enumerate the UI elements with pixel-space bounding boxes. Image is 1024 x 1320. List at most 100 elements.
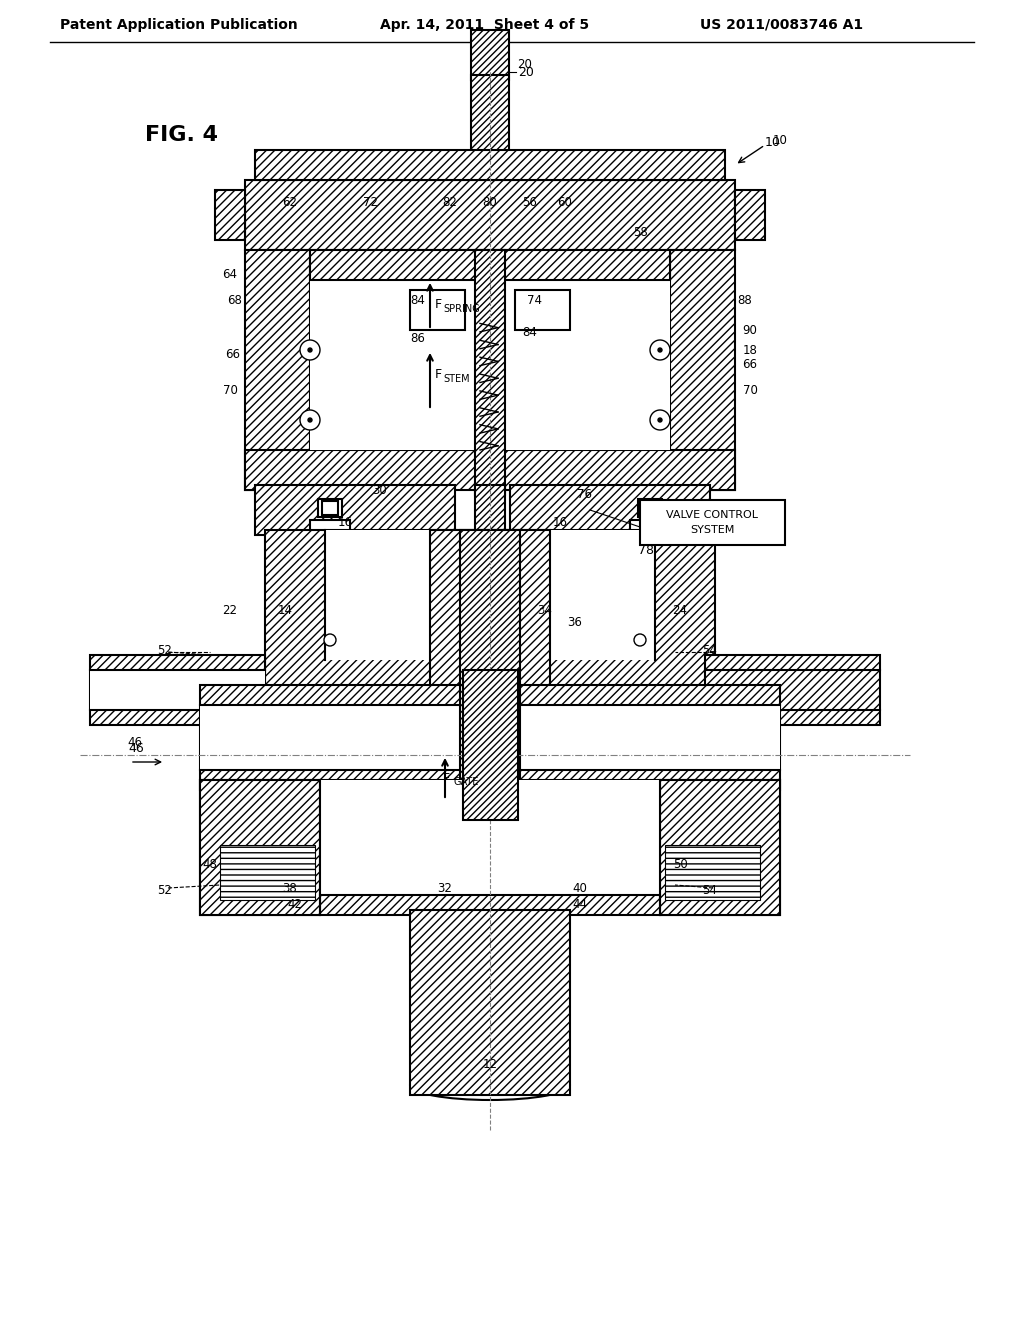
Text: 90: 90: [742, 323, 758, 337]
Bar: [220, 845, 315, 900]
Bar: [90, 655, 265, 725]
Text: Apr. 14, 2011  Sheet 4 of 5: Apr. 14, 2011 Sheet 4 of 5: [380, 18, 589, 32]
Text: SPRING: SPRING: [443, 304, 480, 314]
Bar: [215, 190, 245, 240]
Text: 10: 10: [772, 133, 787, 147]
Bar: [322, 502, 338, 515]
Bar: [515, 290, 570, 330]
Text: 52: 52: [158, 883, 172, 896]
Bar: [245, 450, 735, 490]
Text: 48: 48: [203, 858, 217, 871]
Text: 40: 40: [572, 882, 588, 895]
Bar: [642, 502, 658, 515]
Circle shape: [634, 634, 646, 645]
Text: 58: 58: [633, 226, 647, 239]
Bar: [460, 531, 520, 700]
Bar: [319, 780, 660, 895]
Text: 12: 12: [482, 1059, 498, 1072]
Text: 80: 80: [482, 195, 498, 209]
Text: 50: 50: [673, 858, 687, 871]
Bar: [665, 845, 760, 900]
Bar: [318, 499, 342, 517]
Text: 34: 34: [538, 603, 552, 616]
Text: 76: 76: [578, 488, 593, 502]
Bar: [265, 531, 715, 690]
Bar: [255, 484, 455, 535]
Text: 32: 32: [437, 882, 453, 895]
Text: 62: 62: [283, 195, 298, 209]
Text: 44: 44: [572, 899, 588, 912]
Circle shape: [658, 418, 662, 422]
Text: 84: 84: [522, 326, 538, 339]
Text: 20: 20: [517, 58, 532, 71]
Text: 60: 60: [557, 195, 572, 209]
Text: 66: 66: [742, 359, 758, 371]
Text: 84: 84: [411, 293, 425, 306]
Bar: [460, 685, 520, 789]
Bar: [200, 685, 780, 789]
Bar: [410, 290, 465, 330]
Bar: [638, 499, 662, 517]
Circle shape: [650, 411, 670, 430]
Text: F: F: [443, 771, 451, 784]
Bar: [510, 484, 710, 535]
Bar: [430, 531, 550, 690]
Bar: [471, 30, 509, 81]
Circle shape: [300, 341, 319, 360]
Text: 38: 38: [283, 882, 297, 895]
Text: 14: 14: [278, 603, 293, 616]
Bar: [475, 249, 505, 495]
Text: 74: 74: [527, 293, 543, 306]
Text: 88: 88: [737, 293, 753, 306]
Bar: [735, 190, 765, 240]
Bar: [255, 150, 725, 180]
Text: 66: 66: [225, 348, 241, 362]
Text: 16: 16: [338, 516, 352, 529]
Text: F: F: [435, 368, 442, 381]
Bar: [410, 290, 465, 330]
Text: 36: 36: [567, 616, 583, 630]
Circle shape: [650, 341, 670, 360]
Bar: [463, 671, 518, 820]
Bar: [310, 249, 670, 450]
Ellipse shape: [410, 1071, 570, 1100]
Text: 16: 16: [553, 516, 567, 529]
Bar: [325, 531, 655, 660]
Text: 46: 46: [128, 742, 143, 755]
Text: 24: 24: [673, 603, 687, 616]
Bar: [200, 780, 319, 915]
Text: 54: 54: [702, 883, 718, 896]
Text: 68: 68: [227, 293, 243, 306]
Text: 30: 30: [373, 483, 387, 496]
Text: US 2011/0083746 A1: US 2011/0083746 A1: [700, 18, 863, 32]
Bar: [705, 655, 880, 725]
Text: 82: 82: [442, 195, 458, 209]
Text: GATE: GATE: [453, 777, 478, 787]
Text: 10: 10: [765, 136, 781, 149]
Bar: [640, 500, 785, 545]
Bar: [310, 520, 350, 540]
Text: 52: 52: [158, 644, 172, 656]
Circle shape: [300, 411, 319, 430]
Bar: [475, 484, 505, 535]
Text: 78: 78: [638, 544, 654, 557]
Text: FIG. 4: FIG. 4: [145, 125, 218, 145]
Bar: [660, 780, 780, 915]
Text: 56: 56: [522, 195, 538, 209]
Bar: [471, 75, 509, 190]
Text: 20: 20: [518, 66, 534, 78]
Bar: [200, 705, 780, 770]
Text: 22: 22: [222, 603, 238, 616]
Bar: [245, 180, 735, 249]
Text: 46: 46: [128, 735, 142, 748]
Bar: [630, 520, 670, 540]
Text: 70: 70: [222, 384, 238, 396]
Text: Patent Application Publication: Patent Application Publication: [60, 18, 298, 32]
Circle shape: [308, 348, 312, 352]
Bar: [90, 671, 265, 710]
Text: 72: 72: [362, 195, 378, 209]
Text: 42: 42: [288, 899, 302, 912]
Bar: [410, 909, 570, 1096]
Text: 70: 70: [742, 384, 758, 396]
Text: F: F: [435, 298, 442, 312]
